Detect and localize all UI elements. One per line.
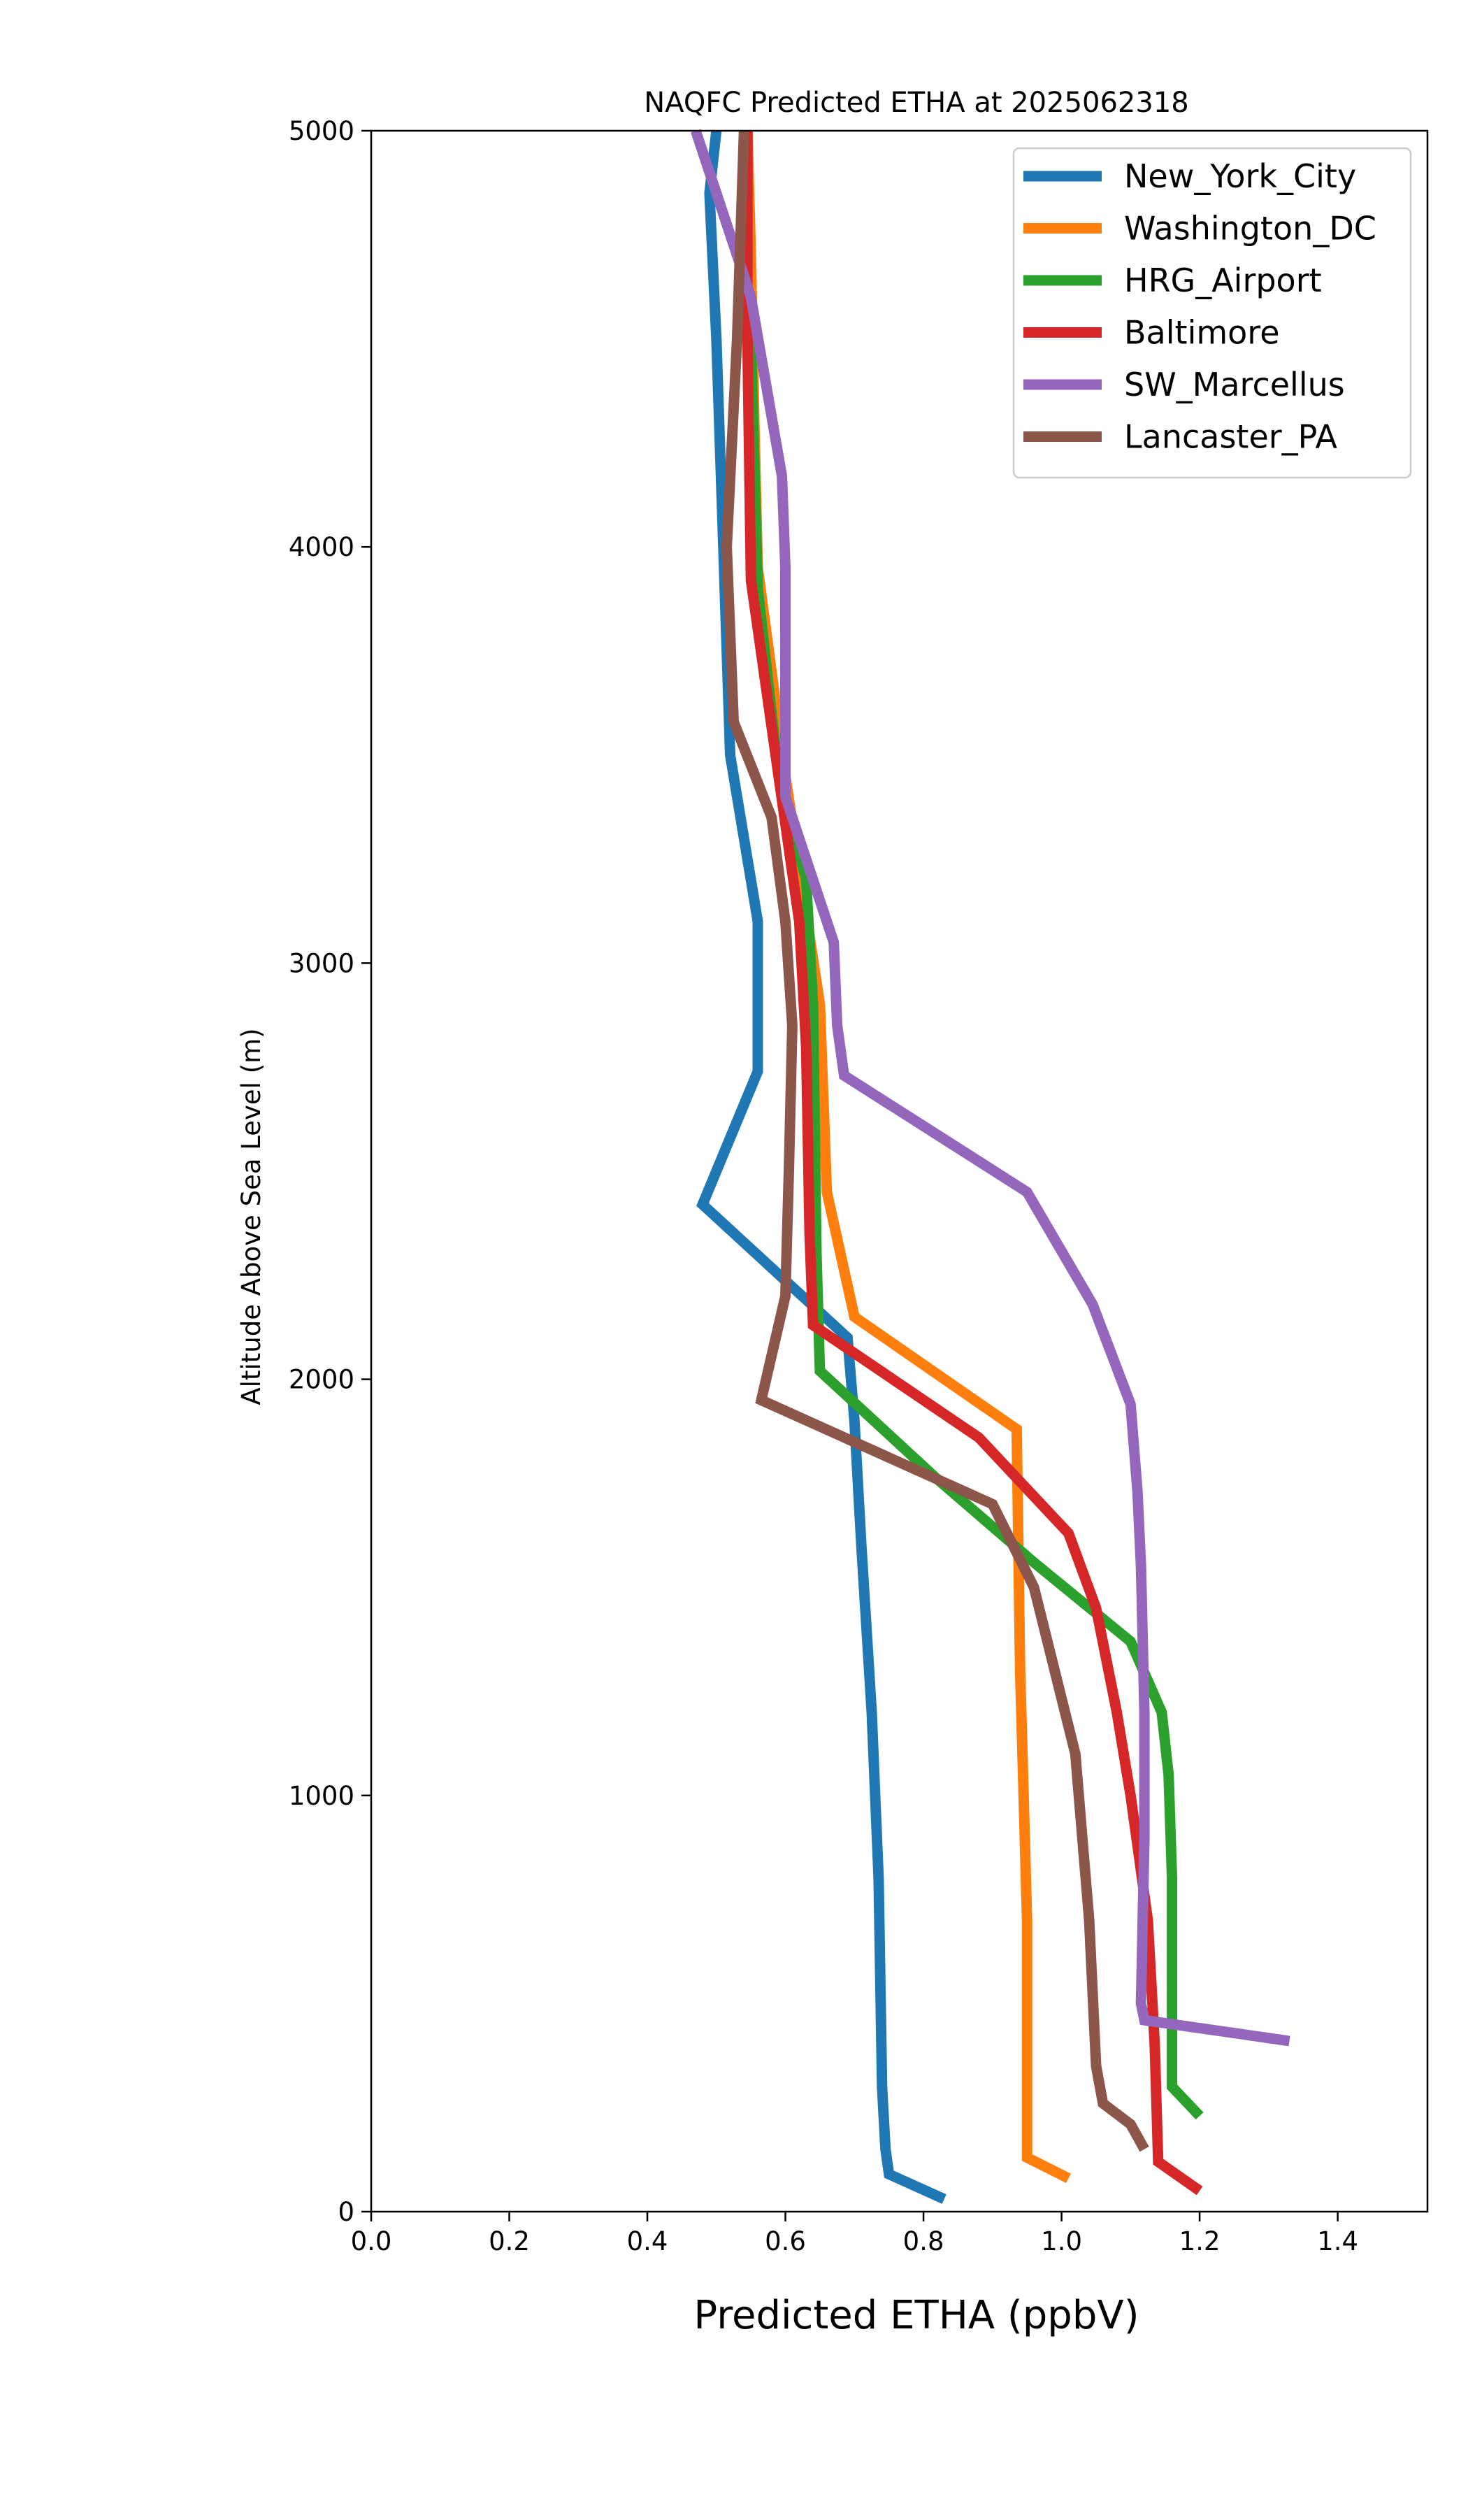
legend-label: New_York_City: [1124, 157, 1356, 195]
x-tick-label: 0.2: [489, 2226, 530, 2256]
x-tick-label: 0.4: [627, 2226, 668, 2256]
x-tick-label: 1.2: [1179, 2226, 1221, 2256]
x-tick-label: 1.4: [1317, 2226, 1358, 2256]
legend-label: Washington_DC: [1124, 210, 1376, 248]
y-tick-label: 1000: [289, 1781, 354, 1811]
y-tick-label: 3000: [289, 948, 354, 978]
x-tick-label: 0.6: [765, 2226, 806, 2256]
x-tick-label: 0.0: [351, 2226, 392, 2256]
y-tick-label: 5000: [289, 116, 354, 146]
y-tick-label: 0: [338, 2197, 354, 2227]
y-axis-label: Altitude Above Sea Level (m): [236, 1028, 266, 1405]
series-line-baltimore: [742, 131, 1203, 2196]
plot-area: 0.0 0.2 0.4 0.6 0.8 1.0 1.2 1.4 0 1000 2000 3000 400…: [289, 116, 1429, 2256]
legend: New_York_City Washington_DC HRG_Airport Bal…: [1012, 147, 1412, 479]
legend-box: [1012, 147, 1412, 479]
series-line-lancaster-pa: [721, 130, 1149, 2152]
legend-label: HRG_Airport: [1124, 262, 1322, 299]
plot-frame: [370, 129, 1429, 2213]
x-tick-label: 0.8: [903, 2226, 944, 2256]
y-tick-label: 4000: [289, 532, 354, 562]
legend-label: Lancaster_PA: [1124, 418, 1337, 456]
y-tick-label: 2000: [289, 1365, 354, 1395]
series-line-sw-marcellus: [691, 129, 1290, 2047]
series-group: [691, 129, 1290, 2204]
x-tick-label: 1.0: [1041, 2226, 1082, 2256]
series-line-new-york-city: [696, 130, 947, 2204]
chart-title: NAQFC Predicted ETHA at 2025062318: [644, 87, 1188, 119]
x-axis-label: Predicted ETHA (ppbV): [693, 2293, 1139, 2338]
legend-label: SW_Marcellus: [1124, 366, 1345, 403]
legend-label: Baltimore: [1124, 314, 1280, 352]
